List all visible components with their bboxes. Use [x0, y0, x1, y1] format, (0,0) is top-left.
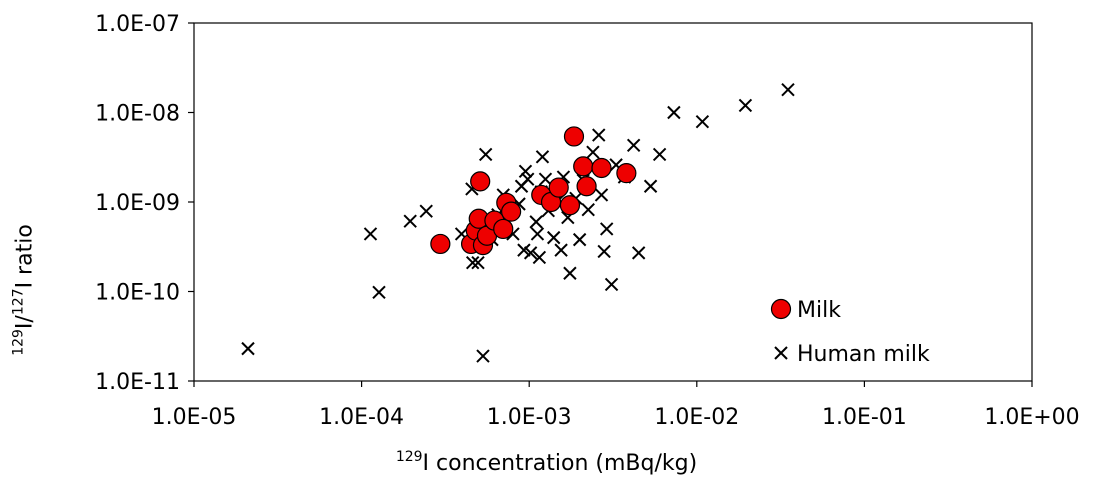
- milk-point: [559, 195, 581, 216]
- human-milk-point: [419, 204, 433, 218]
- x-tick-label: 1.0E-05: [152, 405, 237, 430]
- x-tick-label: 1.0E-03: [487, 405, 572, 430]
- milk-point: [493, 218, 514, 240]
- legend: Milk Human milk: [770, 298, 930, 367]
- human-milk-point: [363, 227, 378, 241]
- human-milk-point: [592, 128, 606, 142]
- human-milk-point: [594, 188, 609, 202]
- human-milk-point: [530, 227, 545, 241]
- human-milk-point: [667, 105, 681, 120]
- human-milk-point: [535, 150, 550, 164]
- human-milk-point: [563, 266, 577, 280]
- human-milk-point: [241, 341, 255, 356]
- plot-area-frame: [193, 22, 1033, 382]
- y-axis-title: 129I/127I ratio: [10, 224, 38, 356]
- human-milk-point: [597, 244, 611, 259]
- legend-label-milk: Milk: [797, 298, 841, 323]
- milk-point: [430, 233, 451, 255]
- human-milk-point: [476, 349, 490, 363]
- milk-point: [501, 201, 522, 222]
- human-milk-point: [529, 215, 543, 229]
- human-milk-point: [372, 285, 386, 299]
- x-tick-label: 1.0E-04: [319, 405, 404, 430]
- milk-point: [470, 171, 491, 192]
- human-milk-point: [465, 255, 480, 270]
- human-milk-point: [643, 179, 658, 193]
- y-tick-label: 1.0E-10: [95, 281, 180, 306]
- human-milk-point: [523, 246, 538, 260]
- y-tick-label: 1.0E-11: [95, 370, 180, 395]
- milk-point: [616, 163, 637, 184]
- human-milk-point: [572, 232, 587, 247]
- human-milk-point: [532, 250, 547, 265]
- legend-label-human-milk: Human milk: [797, 342, 930, 367]
- milk-point: [573, 156, 594, 177]
- human-milk-point: [604, 277, 619, 292]
- y-tick-label: 1.0E-07: [95, 12, 180, 37]
- human-milk-point: [581, 203, 595, 217]
- data-marks: [241, 82, 795, 363]
- human-milk-point: [546, 230, 561, 245]
- legend-marker-milk: [770, 298, 792, 320]
- human-milk-point: [738, 98, 753, 113]
- x-tick-label: 1.0E-02: [654, 405, 739, 430]
- y-tick-label: 1.0E-09: [95, 191, 180, 216]
- milk-point: [548, 177, 569, 198]
- human-milk-point: [517, 243, 531, 257]
- milk-point: [576, 176, 597, 197]
- human-milk-point: [626, 138, 641, 153]
- human-milk-point: [518, 164, 533, 179]
- milk-point: [591, 157, 612, 179]
- y-axis: 1.0E-11 1.0E-10 1.0E-09 1.0E-08 1.0E-07: [95, 12, 194, 395]
- y-tick-label: 1.0E-08: [95, 102, 180, 127]
- human-milk-point: [521, 172, 535, 186]
- human-milk-point: [538, 172, 553, 186]
- milk-point: [563, 126, 585, 147]
- human-milk-point: [599, 222, 614, 236]
- human-milk-point: [586, 145, 600, 159]
- human-milk-point: [695, 114, 710, 129]
- x-axis-title: 129I concentration (mBq/kg): [395, 449, 698, 476]
- human-milk-point: [471, 255, 485, 270]
- legend-marker-human-milk: [774, 346, 788, 360]
- human-milk-point: [403, 214, 417, 228]
- x-axis: 1.0E-05 1.0E-04 1.0E-03 1.0E-02 1.0E-01 1.0E+…: [152, 381, 1080, 430]
- x-tick-label: 1.0E-01: [822, 405, 907, 430]
- human-milk-point: [631, 246, 646, 260]
- human-milk-point: [652, 147, 667, 162]
- y-axis-title-wrap: 129I/127I ratio: [4, 160, 44, 420]
- human-milk-point: [781, 82, 795, 97]
- human-milk-point: [478, 147, 493, 162]
- x-tick-label: 1.0E+00: [984, 405, 1079, 430]
- human-milk-point: [554, 243, 568, 257]
